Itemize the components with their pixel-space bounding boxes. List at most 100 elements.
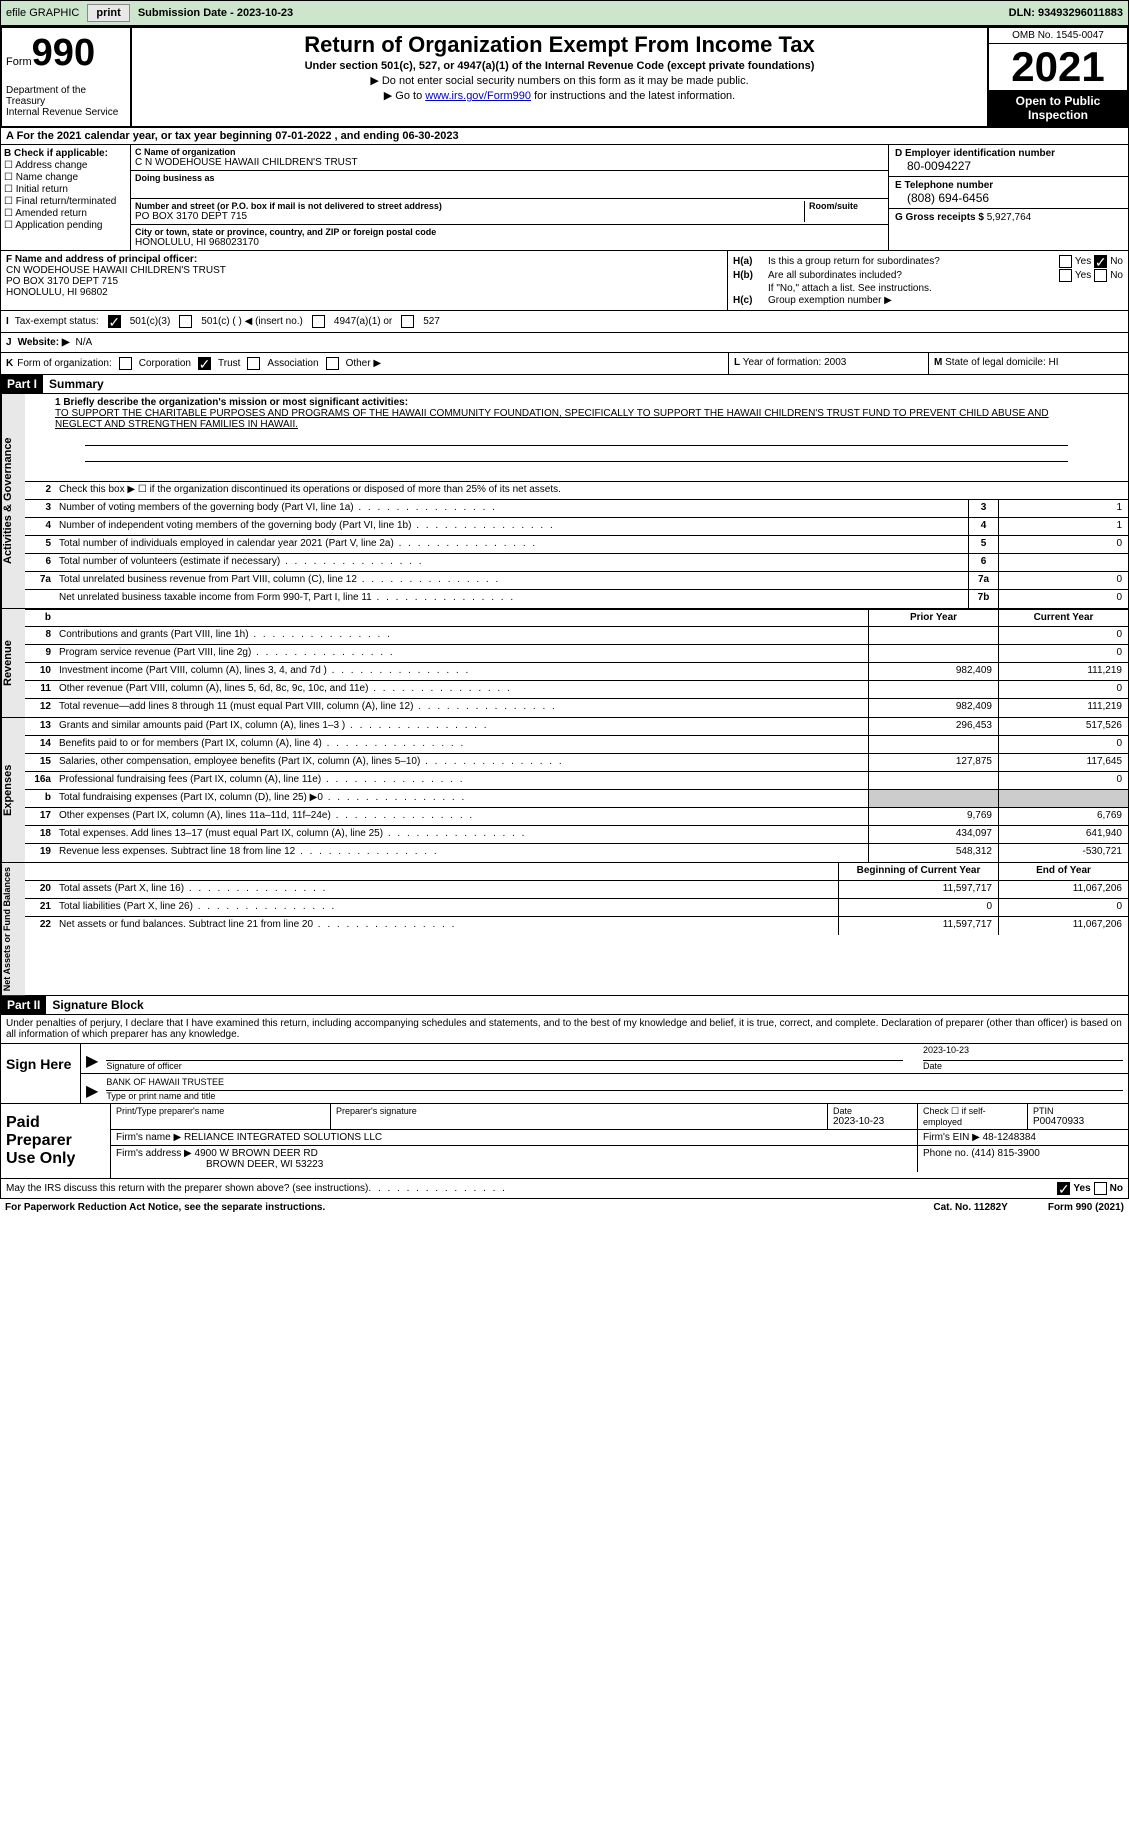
paid-preparer: Paid Preparer Use Only <box>1 1104 111 1178</box>
signature-section: Under penalties of perjury, I declare th… <box>0 1015 1129 1104</box>
table-row: 16a Professional fundraising fees (Part … <box>25 772 1128 790</box>
part2-header: Part II Signature Block <box>0 996 1129 1015</box>
hb-yes[interactable] <box>1059 269 1072 282</box>
exp-section: Expenses 13 Grants and similar amounts p… <box>0 718 1129 863</box>
officer-name-title: BANK OF HAWAII TRUSTEE <box>106 1077 224 1087</box>
part1-tag: Part I <box>1 375 43 393</box>
table-row: 14 Benefits paid to or for members (Part… <box>25 736 1128 754</box>
rev-section: Revenue b Prior Year Current Year 8 Cont… <box>0 609 1129 718</box>
table-row: b Total fundraising expenses (Part IX, c… <box>25 790 1128 808</box>
org-name: C N WODEHOUSE HAWAII CHILDREN'S TRUST <box>135 157 884 168</box>
org-addr: PO BOX 3170 DEPT 715 <box>135 211 804 222</box>
part2-tag: Part II <box>1 996 46 1014</box>
line-i: I Tax-exempt status: ✓501(c)(3) 501(c) (… <box>0 311 1129 333</box>
col-b: B Check if applicable: ☐ Address change … <box>1 145 131 250</box>
sign-here: Sign Here <box>1 1044 81 1103</box>
f-lbl: F Name and address of principal officer: <box>6 254 722 265</box>
efile-label: efile GRAPHIC <box>6 7 79 19</box>
table-row: 20 Total assets (Part X, line 16) 11,597… <box>25 881 1128 899</box>
print-button[interactable]: print <box>87 4 129 22</box>
form-note1: ▶ Do not enter social security numbers o… <box>136 74 983 87</box>
hc-txt: Group exemption number ▶ <box>768 295 892 306</box>
firm-addr2: BROWN DEER, WI 53223 <box>206 1159 323 1170</box>
room-lbl: Room/suite <box>809 201 884 211</box>
opt-amended[interactable]: ☐ Amended return <box>4 208 127 219</box>
part2-title: Signature Block <box>46 996 149 1014</box>
ein-lbl: D Employer identification number <box>895 148 1122 159</box>
opt-address[interactable]: ☐ Address change <box>4 160 127 171</box>
line-j: J Website: ▶ N/A <box>0 333 1129 353</box>
efile-header-bar: efile GRAPHIC print Submission Date - 20… <box>0 0 1129 26</box>
ha-lbl: H(a) <box>733 256 768 267</box>
tax-year: 2021 <box>989 44 1127 90</box>
preparer-block: Paid Preparer Use Only Print/Type prepar… <box>0 1104 1129 1179</box>
arrow-icon: ▶ <box>86 1051 98 1071</box>
tel-lbl: E Telephone number <box>895 180 1122 191</box>
k-corp[interactable] <box>119 357 132 370</box>
b-label: B Check if applicable: <box>4 148 127 159</box>
table-row: 18 Total expenses. Add lines 13–17 (must… <box>25 826 1128 844</box>
k-other[interactable] <box>326 357 339 370</box>
k-trust[interactable]: ✓ <box>198 357 211 370</box>
addr-lbl: Number and street (or P.O. box if mail i… <box>135 201 804 211</box>
officer-addr1: PO BOX 3170 DEPT 715 <box>6 276 722 287</box>
arrow-icon: ▶ <box>86 1081 98 1101</box>
ha-yes[interactable] <box>1059 255 1072 268</box>
section-fh: F Name and address of principal officer:… <box>0 251 1129 311</box>
i-527[interactable] <box>401 315 414 328</box>
discuss-line: May the IRS discuss this return with the… <box>0 1179 1129 1199</box>
table-row: Net unrelated business taxable income fr… <box>25 590 1128 608</box>
opt-name[interactable]: ☐ Name change <box>4 172 127 183</box>
side-activities: Activities & Governance <box>1 394 25 608</box>
side-expenses: Expenses <box>1 718 25 862</box>
i-501c[interactable] <box>179 315 192 328</box>
ha-no[interactable]: ✓ <box>1094 255 1107 268</box>
form-subtitle: Under section 501(c), 527, or 4947(a)(1)… <box>136 60 983 72</box>
discuss-no[interactable] <box>1094 1182 1107 1195</box>
i-4947[interactable] <box>312 315 325 328</box>
tel: (808) 694-6456 <box>895 191 1122 205</box>
sig-declare: Under penalties of perjury, I declare th… <box>1 1015 1128 1043</box>
table-row: 17 Other expenses (Part IX, column (A), … <box>25 808 1128 826</box>
table-row: 3 Number of voting members of the govern… <box>25 500 1128 518</box>
part1-header: Part I Summary <box>0 375 1129 394</box>
col-d: D Employer identification number 80-0094… <box>888 145 1128 250</box>
omb-number: OMB No. 1545-0047 <box>989 28 1127 44</box>
open-inspection: Open to Public Inspection <box>989 90 1127 126</box>
cat-no: Cat. No. 11282Y <box>933 1202 1007 1213</box>
table-row: 15 Salaries, other compensation, employe… <box>25 754 1128 772</box>
dln: DLN: 93493296011883 <box>1009 7 1123 19</box>
table-row: 5 Total number of individuals employed i… <box>25 536 1128 554</box>
opt-initial[interactable]: ☐ Initial return <box>4 184 127 195</box>
i-501c3[interactable]: ✓ <box>108 315 121 328</box>
table-row: 13 Grants and similar amounts paid (Part… <box>25 718 1128 736</box>
ein: 80-0094227 <box>895 159 1122 173</box>
form-header: Form990 Department of the Treasury Inter… <box>0 26 1129 128</box>
firm-ein: 48-1248384 <box>983 1132 1036 1143</box>
hb-txt: Are all subordinates included? <box>768 270 1056 281</box>
k-assoc[interactable] <box>247 357 260 370</box>
gov-section: Activities & Governance 1 Briefly descri… <box>0 394 1129 609</box>
officer-name: CN WODEHOUSE HAWAII CHILDREN'S TRUST <box>6 265 722 276</box>
hc-lbl: H(c) <box>733 295 768 306</box>
table-row: 10 Investment income (Part VIII, column … <box>25 663 1128 681</box>
col-k: K Form of organization: Corporation ✓Tru… <box>1 353 728 374</box>
table-row: 9 Program service revenue (Part VIII, li… <box>25 645 1128 663</box>
state-domicile: HI <box>1049 357 1059 368</box>
side-revenue: Revenue <box>1 609 25 717</box>
opt-final[interactable]: ☐ Final return/terminated <box>4 196 127 207</box>
hb-note: If "No," attach a list. See instructions… <box>768 283 932 294</box>
hb-no[interactable] <box>1094 269 1107 282</box>
discuss-yes[interactable]: ✓ <box>1057 1182 1070 1195</box>
opt-pending[interactable]: ☐ Application pending <box>4 220 127 231</box>
form-title: Return of Organization Exempt From Incom… <box>136 32 983 58</box>
form-header-center: Return of Organization Exempt From Incom… <box>132 28 987 126</box>
irs-link[interactable]: www.irs.gov/Form990 <box>425 90 531 102</box>
table-row: 6 Total number of volunteers (estimate i… <box>25 554 1128 572</box>
table-row: 11 Other revenue (Part VIII, column (A),… <box>25 681 1128 699</box>
mission-block: 1 Briefly describe the organization's mi… <box>25 394 1128 482</box>
org-city: HONOLULU, HI 968023170 <box>135 237 884 248</box>
ptin: P00470933 <box>1033 1116 1084 1127</box>
table-row: 21 Total liabilities (Part X, line 26) 0… <box>25 899 1128 917</box>
year-formation: 2003 <box>824 357 846 368</box>
